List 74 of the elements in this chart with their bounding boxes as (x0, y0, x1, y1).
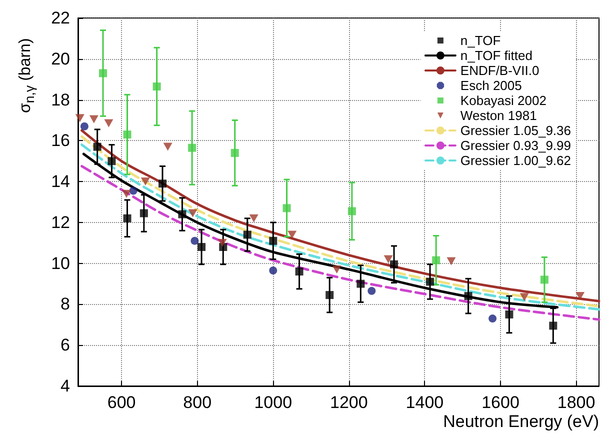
point (140, 178, 150, 186)
x-tick-label: 1200 (330, 393, 368, 412)
point (190, 236, 199, 245)
point (332, 265, 342, 274)
point (178, 210, 186, 218)
point (488, 314, 497, 323)
y-tick-label: 6 (60, 336, 70, 355)
point (520, 293, 529, 302)
point (505, 310, 514, 318)
point (152, 82, 161, 90)
legend-label: Kobayasi 2002 (460, 93, 546, 108)
point (122, 190, 131, 198)
y-tick-label: 12 (51, 212, 70, 232)
point (108, 157, 116, 166)
legend-label: Gressier 0.93_9.99 (460, 138, 572, 153)
point (163, 142, 172, 151)
point (249, 214, 258, 222)
legend-label: Esch 2005 (460, 78, 522, 93)
point (384, 255, 393, 264)
point (93, 142, 102, 151)
x-tick-label: 1000 (254, 393, 292, 412)
point (464, 292, 472, 300)
point (218, 238, 227, 247)
point (230, 148, 239, 157)
point (576, 292, 585, 300)
point (390, 260, 398, 268)
x-tick-label: 800 (183, 393, 212, 412)
point (348, 207, 356, 216)
point (269, 236, 278, 245)
point (89, 115, 98, 124)
point (288, 230, 297, 239)
y-tick-label: 14 (51, 172, 70, 192)
y-tick-label: 22 (51, 8, 70, 28)
point (129, 186, 138, 195)
y-tick-label: 20 (51, 49, 70, 68)
point (158, 180, 166, 188)
point (123, 214, 132, 222)
point (104, 119, 114, 128)
point (269, 266, 278, 274)
y-tick-label: 4 (60, 376, 70, 396)
legend-label: Gressier 1.00_9.62 (460, 153, 572, 168)
x-tick-label: 600 (107, 393, 136, 412)
point (188, 209, 198, 218)
point (282, 204, 291, 212)
x-tick-label: 1400 (406, 393, 444, 412)
point (446, 257, 456, 266)
x-tick-label: 1800 (557, 393, 596, 412)
point (75, 114, 84, 122)
x-axis-title: Neutron Energy (eV) (443, 412, 599, 432)
y-tick-label: 18 (51, 90, 70, 110)
point (80, 122, 88, 130)
point (188, 144, 196, 152)
point (356, 280, 365, 288)
point (426, 278, 434, 286)
y-tick-label: 10 (51, 254, 70, 273)
y-tick-label: 8 (60, 294, 70, 314)
point (295, 268, 304, 276)
point (540, 276, 548, 284)
point (123, 130, 132, 139)
y-tick-label: 16 (51, 131, 70, 150)
point (198, 242, 206, 251)
legend-label: n_TOF (460, 33, 501, 48)
legend-label: n_TOF fitted (460, 48, 532, 63)
point (432, 256, 440, 264)
legend-label: Gressier 1.05_9.36 (460, 123, 572, 138)
x-tick-label: 1600 (482, 393, 520, 412)
point (326, 291, 334, 300)
legend-label: ENDF/B-VII.0 (460, 63, 540, 78)
point (243, 230, 252, 239)
point (140, 209, 148, 218)
point (99, 69, 108, 78)
legend-label: Weston 1981 (460, 108, 537, 123)
point (549, 322, 558, 330)
point (368, 286, 376, 295)
